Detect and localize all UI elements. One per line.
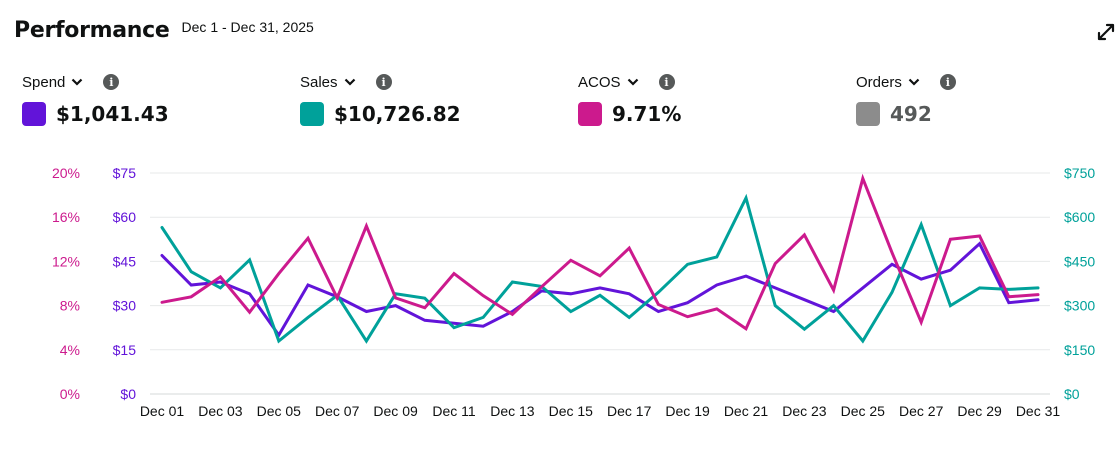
chart-header: Performance Dec 1 - Dec 31, 2025 xyxy=(14,18,314,43)
acos-axis-tick: 12% xyxy=(52,253,80,269)
x-axis-tick: Dec 25 xyxy=(841,403,886,419)
x-axis-tick: Dec 17 xyxy=(607,403,652,419)
date-range: Dec 1 - Dec 31, 2025 xyxy=(181,19,314,35)
color-swatch xyxy=(578,102,602,126)
x-axis-tick: Dec 13 xyxy=(490,403,535,419)
x-axis-tick: Dec 09 xyxy=(373,403,418,419)
metric-orders-dropdown[interactable]: Orders i xyxy=(856,72,956,92)
acos-axis-tick: 4% xyxy=(60,342,80,358)
acos-axis-tick: 16% xyxy=(52,209,80,225)
series-line-spend xyxy=(160,241,1040,338)
metric-sales: Sales i $10,726.82 xyxy=(300,72,461,126)
metric-value: 492 xyxy=(890,102,932,126)
sales-axis-tick: $600 xyxy=(1064,209,1095,225)
x-axis-tick: Dec 29 xyxy=(957,403,1002,419)
color-swatch xyxy=(22,102,46,126)
series-line-acos xyxy=(160,173,1040,332)
x-axis-tick: Dec 27 xyxy=(899,403,944,419)
color-swatch xyxy=(300,102,324,126)
metric-orders: Orders i 492 xyxy=(856,72,956,126)
chevron-down-icon xyxy=(908,78,920,86)
x-axis-tick: Dec 31 xyxy=(1016,403,1061,419)
info-icon[interactable]: i xyxy=(658,74,675,90)
x-axis-tick: Dec 03 xyxy=(198,403,243,419)
metric-acos-dropdown[interactable]: ACOS i xyxy=(578,72,681,92)
sales-axis-tick: $300 xyxy=(1064,298,1095,314)
spend-axis-tick: $0 xyxy=(120,386,136,402)
spend-axis-tick: $75 xyxy=(113,165,137,181)
color-swatch xyxy=(856,102,880,126)
metric-value: $1,041.43 xyxy=(56,102,169,126)
acos-axis-tick: 0% xyxy=(60,386,80,402)
metric-sales-dropdown[interactable]: Sales i xyxy=(300,72,461,92)
performance-line-chart: 0% 4% 8% 12% 16% 20% $0 $15 $30 $45 $60 $75 $0 $150 $3… xyxy=(52,165,1095,419)
x-axis-tick: Dec 19 xyxy=(665,403,710,419)
chevron-down-icon xyxy=(72,78,83,86)
metric-value: 9.71% xyxy=(612,102,682,126)
x-axis-tick: Dec 11 xyxy=(432,403,476,419)
x-axis-tick: Dec 23 xyxy=(782,403,827,419)
spend-axis-tick: $15 xyxy=(113,342,137,358)
metric-label: Spend xyxy=(22,73,66,91)
expand-icon[interactable] xyxy=(1096,22,1116,42)
metric-value: $10,726.82 xyxy=(334,102,461,126)
sales-axis-tick: $0 xyxy=(1064,386,1080,402)
info-icon[interactable]: i xyxy=(103,74,120,90)
acos-axis-tick: 20% xyxy=(52,165,80,181)
series-line-sales xyxy=(160,193,1040,344)
metric-label: ACOS xyxy=(578,73,621,91)
spend-axis-tick: $45 xyxy=(113,253,137,269)
chevron-down-icon xyxy=(627,78,638,86)
x-axis-tick: Dec 05 xyxy=(257,403,302,419)
metric-spend-dropdown[interactable]: Spend i xyxy=(22,72,169,92)
info-icon[interactable]: i xyxy=(375,74,392,90)
x-axis-tick: Dec 21 xyxy=(724,403,769,419)
x-axis-tick: Dec 01 xyxy=(140,403,185,419)
acos-axis-tick: 8% xyxy=(60,298,80,314)
page-title: Performance xyxy=(14,18,170,43)
spend-axis-tick: $30 xyxy=(113,298,137,314)
metric-spend: Spend i $1,041.43 xyxy=(22,72,169,126)
metric-label: Orders xyxy=(856,73,902,91)
x-axis-tick: Dec 15 xyxy=(549,403,594,419)
metric-acos: ACOS i 9.71% xyxy=(578,72,681,126)
sales-axis-tick: $450 xyxy=(1064,253,1095,269)
spend-axis-tick: $60 xyxy=(113,209,137,225)
metric-label: Sales xyxy=(300,73,338,91)
sales-axis-tick: $750 xyxy=(1064,165,1095,181)
chevron-down-icon xyxy=(344,78,355,86)
sales-axis-tick: $150 xyxy=(1064,342,1095,358)
x-axis-tick: Dec 07 xyxy=(315,403,360,419)
info-icon[interactable]: i xyxy=(939,74,956,90)
